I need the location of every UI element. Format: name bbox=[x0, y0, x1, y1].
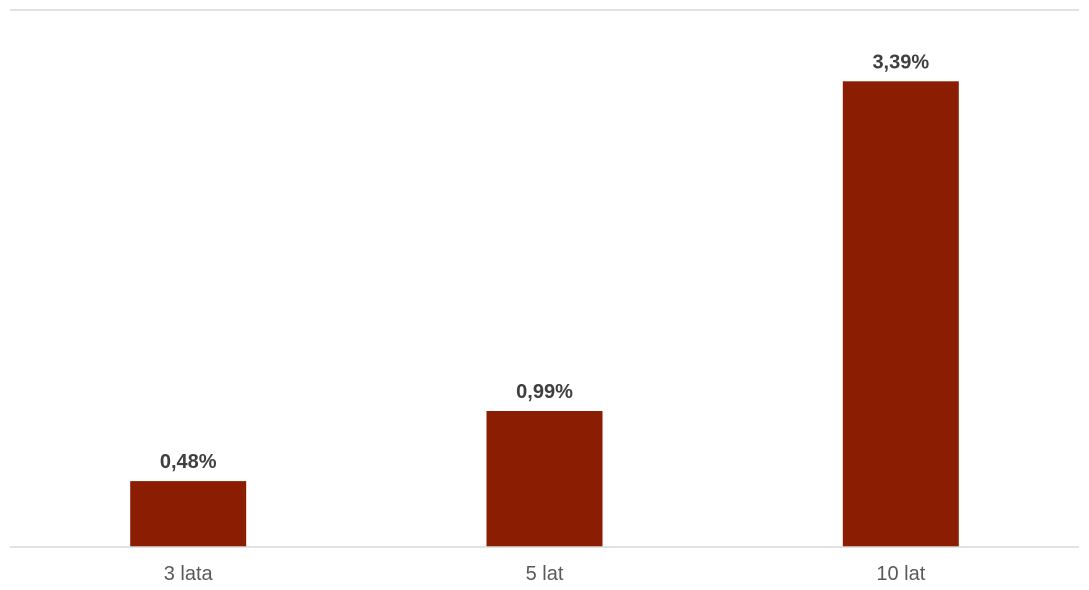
bar-2 bbox=[486, 411, 603, 547]
x-tick-label-3: 10 lat bbox=[876, 563, 925, 585]
bar-3 bbox=[842, 81, 959, 548]
data-label-2: 0,99% bbox=[516, 381, 573, 403]
x-tick-label-2: 5 lat bbox=[526, 563, 564, 585]
bar-1 bbox=[130, 481, 247, 547]
bars-layer bbox=[130, 81, 959, 548]
data-labels-layer: 0,48% 0,99% 3,39% bbox=[160, 51, 930, 473]
x-tick-label-1: 3 lata bbox=[164, 563, 214, 585]
x-tick-labels-layer: 3 lata 5 lat 10 lat bbox=[164, 563, 926, 585]
data-label-1: 0,48% bbox=[160, 451, 217, 473]
data-label-3: 3,39% bbox=[872, 51, 929, 73]
